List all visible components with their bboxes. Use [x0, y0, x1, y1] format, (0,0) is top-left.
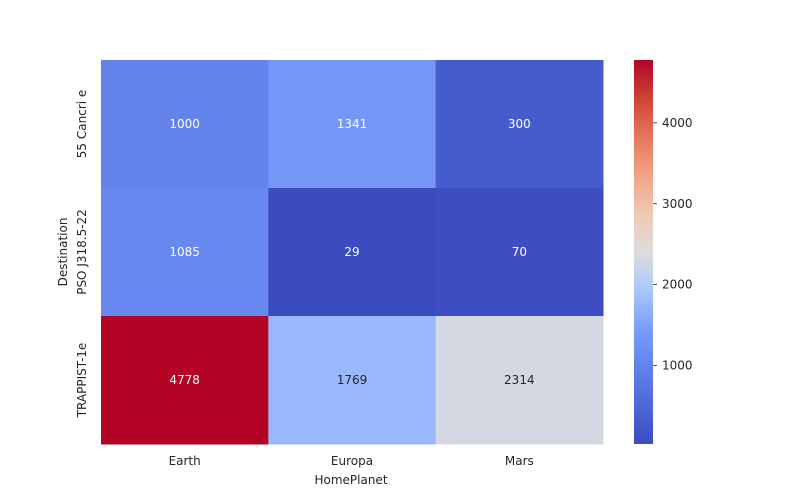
- heatmap-cell: [435, 60, 604, 189]
- y-tick-label: PSO J318.5-22: [75, 209, 89, 295]
- heatmap-cell: [101, 188, 269, 317]
- x-ticks: Earth Europa Mars: [169, 454, 534, 468]
- cell-value-label: 4778: [169, 373, 200, 387]
- y-tick-label: TRAPPIST-1e: [75, 343, 89, 419]
- colorbar-tick-label: 1000: [662, 358, 693, 372]
- cell-value-label: 70: [512, 245, 527, 259]
- cell-annotations: 1000 1341 300 1085 29 70 4778 1769 2314: [169, 117, 534, 387]
- heatmap-cell: [268, 316, 437, 445]
- heatmap-cell: [435, 316, 604, 445]
- y-axis-label: Destination: [56, 218, 70, 287]
- heatmap-cell: [268, 188, 437, 317]
- cell-value-label: 1769: [337, 373, 368, 387]
- colorbar-tick-label: 3000: [662, 197, 693, 211]
- cell-value-label: 2314: [504, 373, 535, 387]
- heatmap-cell: [101, 316, 269, 445]
- colorbar-ticks: 1000 2000 3000 4000: [653, 116, 693, 372]
- cell-value-label: 300: [508, 117, 531, 131]
- colorbar-tick-label: 2000: [662, 278, 693, 292]
- x-axis-label: HomePlanet: [314, 473, 387, 487]
- x-tick-label: Europa: [331, 454, 373, 468]
- y-ticks: 55 Cancri e PSO J318.5-22 TRAPPIST-1e: [75, 90, 89, 419]
- x-tick-label: Earth: [169, 454, 201, 468]
- x-tick-label: Mars: [505, 454, 534, 468]
- cell-value-label: 29: [344, 245, 359, 259]
- heatmap-cell: [101, 60, 269, 189]
- colorbar-tick-label: 4000: [662, 116, 693, 130]
- heatmap-cell: [268, 60, 437, 189]
- heatmap-cells: [101, 60, 604, 445]
- colorbar: [634, 60, 653, 444]
- cell-value-label: 1085: [169, 245, 200, 259]
- cell-value-label: 1000: [169, 117, 200, 131]
- heatmap-cell: [435, 188, 604, 317]
- cell-value-label: 1341: [337, 117, 368, 131]
- y-tick-label: 55 Cancri e: [75, 90, 89, 158]
